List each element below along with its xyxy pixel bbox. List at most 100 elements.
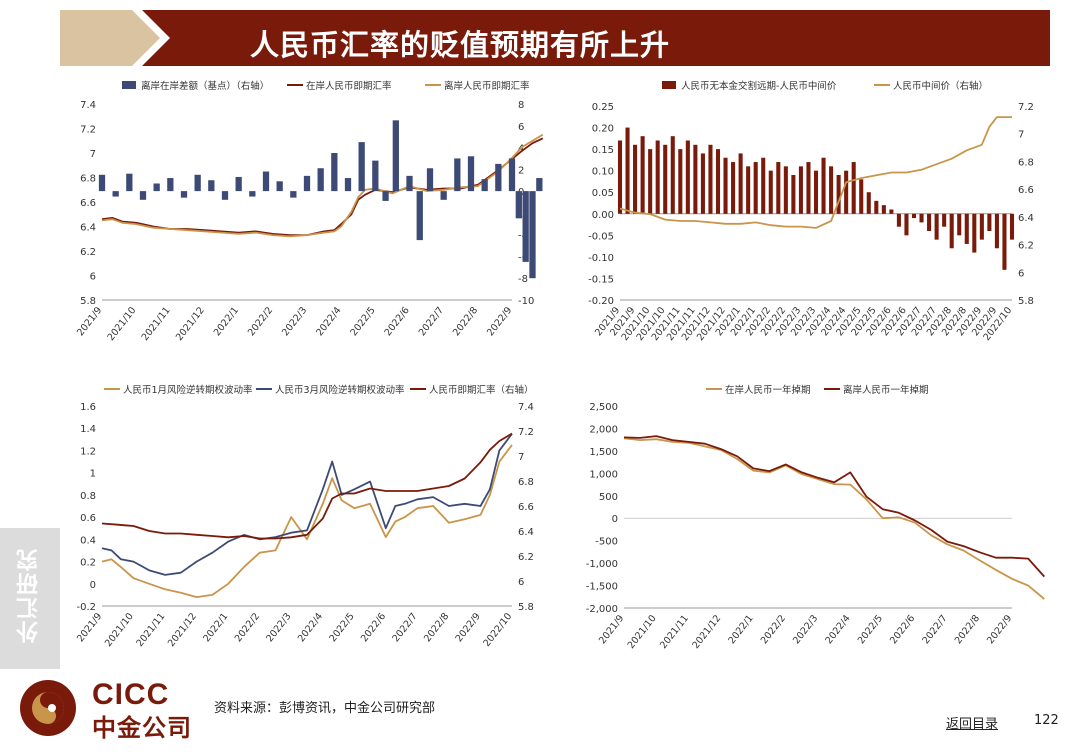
x-tick-label: 2021/9 [75,305,104,338]
y-left-tick-label: 2,000 [589,424,618,435]
y-left-tick-label: 1.4 [80,424,96,435]
legend-swatch [122,81,136,89]
y-right-tick-label: 6 [1018,268,1024,279]
bar-mark [806,162,811,214]
bar-mark [994,213,999,249]
series-line-1 [101,433,513,576]
x-tick-label: 2021/11 [658,613,691,651]
y-right-tick-label: 6.2 [1018,241,1034,252]
x-tick-label: 2022/4 [314,305,343,338]
x-tick-label: 2021/9 [75,611,104,644]
bar-mark [753,162,758,214]
x-tick-label: 2022/7 [920,613,949,646]
page-number: 122 [1034,713,1059,728]
x-tick-label: 2022/6 [383,305,412,338]
bar-mark [167,178,174,192]
bar-mark [851,162,856,214]
y-left-tick-label: -1,000 [586,559,618,570]
y-right-tick-label: 6.8 [1018,157,1034,168]
chart-ndf-fixing: 0.25 0.20 0.15 0.10 0.05 0.00 -0.05 -0.10 -0.15 -… [576,72,1072,380]
y-left-tick-label: 0.05 [592,188,614,199]
y-right-tick-label: 5.8 [1018,296,1034,307]
y-right-tick-label: -10 [518,296,534,307]
y-left-tick-label: 7.2 [80,125,96,136]
bar-mark [303,175,311,192]
y-right-tick-label: 7 [1018,130,1024,141]
bar-mark [126,173,133,192]
bar-mark [454,158,461,192]
y-left-tick-label: 6.6 [80,198,96,209]
x-tick-label: 2022/1 [212,305,241,338]
bar-mark [508,158,516,192]
y-right-tick-label: 6.2 [518,552,534,563]
bar-mark [942,213,947,227]
y-left-tick-label: 0.2 [80,558,96,569]
bar-mark [670,136,675,214]
bar-mark [821,157,826,214]
bar-mark [874,200,879,214]
bar-mark [640,136,645,214]
series-line-0 [101,444,513,599]
y-left-tick-label: 500 [599,492,618,503]
legend-label: 人民币无本金交割远期-人民币中间价 [681,80,837,92]
bar-mark [979,213,984,240]
bar-mark [153,183,160,192]
bar-mark [139,191,147,200]
bar-mark [655,140,660,214]
bar-mark [881,205,886,214]
cicc-logo-icon [20,680,76,736]
bar-mark [522,191,529,262]
y-left-tick-label: 0.10 [592,167,614,178]
y-right-tick-label: 2 [518,165,524,176]
y-right-tick-label: 7.2 [518,427,534,438]
bar-mark [536,178,543,192]
bar-mark [663,144,668,214]
y-left-tick-label: 0 [90,580,96,591]
chart-spot-rates: 7.47.276.86.66.46.265.886420-2-4-6-8-102… [62,72,570,380]
header-chevron-shape [60,10,1050,66]
bar-mark [904,213,909,236]
bar-mark [515,191,522,219]
y-left-tick-label: 7 [90,149,96,160]
bar-mark [813,170,819,214]
y-right-tick-label: 6 [518,122,524,133]
x-tick-label: 2022/1 [726,613,755,646]
y-left-tick-label: 1.2 [80,446,96,457]
y-left-tick-label: -0.20 [588,296,614,307]
legend-swatch [662,81,676,89]
back-to-contents-link[interactable]: 返回目录 [946,717,999,732]
y-left-tick-label: 0.00 [592,210,614,221]
x-tick-label: 2022/9 [485,305,514,338]
y-right-tick-label: 6.4 [518,527,534,538]
bar-mark [746,166,751,214]
legend-label: 人民币即期汇率（右轴） [429,384,534,396]
bar-mark [276,181,283,192]
bar-mark [715,149,721,214]
y-left-tick-label: 0.25 [592,102,614,113]
bar-mark [426,168,434,192]
y-left-tick-label: 6 [90,272,96,283]
x-tick-label: 2022/6 [359,611,388,644]
legend-label: 离岸在岸差额（基点）（右轴） [141,80,269,92]
bar-mark [208,180,215,192]
x-tick-label: 2021/11 [140,305,173,343]
y-left-tick-label: 0.8 [80,491,96,502]
x-tick-label: 2021/10 [103,611,136,649]
section-side-tab[interactable] [0,528,60,669]
x-tick-label: 2022/8 [451,305,480,338]
bar-mark [844,170,849,214]
y-right-tick-label: 6 [518,577,524,588]
x-tick-label: 2022/8 [422,611,451,644]
bar-mark [249,191,256,197]
y-right-tick-label: 5.8 [518,602,534,613]
bar-mark [896,213,901,227]
x-tick-label: 2022/10 [481,611,514,649]
y-left-tick-label: 1,500 [589,447,618,458]
y-left-tick-label: 0.15 [592,145,614,156]
x-tick-label: 2022/5 [348,305,377,338]
series-line-1 [619,116,1012,229]
bar-mark [866,192,871,214]
x-tick-label: 2022/1 [201,611,230,644]
y-left-tick-label: 6.8 [80,174,96,185]
legend-label: 人民币3月风险逆转期权波动率 [275,384,405,396]
